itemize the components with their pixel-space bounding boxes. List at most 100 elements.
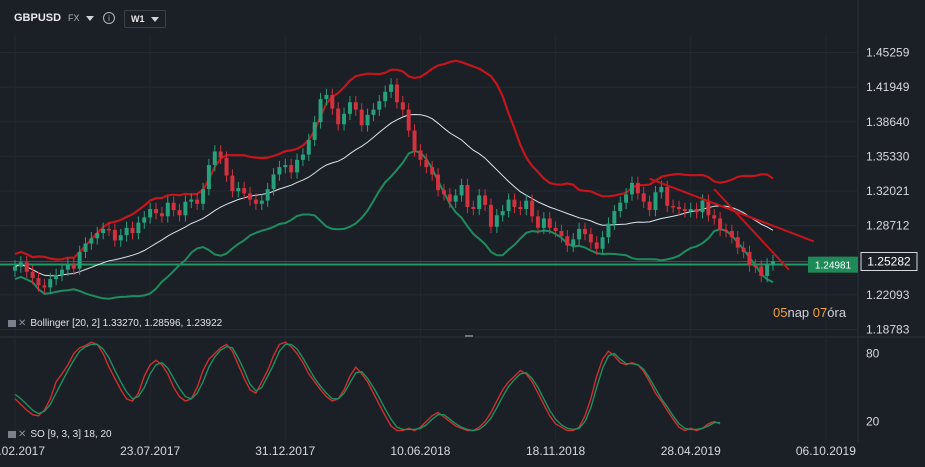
candle-body — [459, 184, 464, 196]
candle-body — [424, 159, 429, 168]
bollinger-legend: ✕ Bollinger [20, 2] 1.33270, 1.28596, 1.… — [8, 318, 222, 329]
date-tick-label: 10.06.2018 — [390, 444, 450, 458]
candle-body — [735, 237, 740, 248]
candle-body — [706, 200, 711, 216]
date-tick-label: 23.07.2017 — [120, 444, 180, 458]
candle-body — [741, 247, 746, 252]
candle-body — [118, 235, 123, 241]
candle-body — [324, 94, 329, 100]
bollinger-middle-band — [14, 113, 774, 277]
chevron-down-icon — [85, 15, 94, 21]
candle-body — [506, 199, 511, 212]
info-icon[interactable]: i — [103, 12, 115, 24]
candle-body — [165, 202, 170, 217]
candle-body — [107, 228, 112, 231]
candle-body — [83, 243, 88, 252]
candle-body — [224, 157, 229, 176]
settings-icon[interactable] — [8, 431, 16, 438]
resize-handle[interactable] — [465, 335, 473, 337]
candle-body — [95, 233, 100, 239]
candle-body — [612, 211, 617, 224]
candle-body — [289, 165, 294, 173]
highlight-price-label: 1.24981 — [815, 261, 852, 272]
candle-body — [571, 239, 576, 246]
settings-icon[interactable] — [8, 320, 16, 327]
candle-body — [565, 236, 570, 246]
close-icon[interactable]: ✕ — [18, 429, 27, 440]
days-unit: nap — [787, 305, 810, 320]
candle-body — [130, 227, 135, 234]
trendline-lower — [713, 188, 790, 271]
candle-body — [606, 223, 611, 238]
candle-body — [512, 199, 517, 207]
hours-unit: óra — [827, 305, 847, 320]
candle-body — [671, 205, 676, 208]
candle-body — [36, 278, 41, 286]
candle-body — [718, 218, 723, 230]
bollinger-lower-band — [14, 149, 774, 300]
stochastic-line-k — [14, 341, 721, 432]
candle-body — [171, 202, 176, 211]
candle-body — [582, 228, 587, 235]
candle-body — [177, 210, 182, 216]
trendline-upper — [649, 177, 815, 243]
current-price-tag — [860, 252, 918, 272]
price-tick-label: 1.22093 — [866, 288, 910, 302]
candle-body — [347, 102, 352, 114]
candle-body — [295, 159, 300, 173]
candle-body — [265, 189, 270, 201]
price-tick-label: 1.28712 — [866, 219, 910, 233]
candle-body — [465, 184, 470, 207]
candle-body — [559, 230, 564, 237]
candle-body — [729, 230, 734, 238]
candle-body — [148, 209, 153, 218]
candle-body — [112, 229, 117, 241]
candle-body — [154, 209, 159, 214]
candle-body — [136, 222, 141, 234]
candle-body — [553, 227, 558, 231]
candle-body — [342, 113, 347, 125]
bollinger-params: [20, 2] 1.33270, 1.28596, 1.23922 — [72, 318, 223, 329]
candle-body — [253, 199, 258, 204]
market-selector[interactable]: FX — [68, 9, 94, 27]
candle-body — [641, 193, 646, 202]
hours-value: 07 — [812, 305, 828, 320]
current-price-label: 1.25282 — [867, 255, 911, 269]
candle-body — [618, 202, 623, 212]
timeframe-selector[interactable]: W1 — [124, 10, 166, 28]
candle-body — [65, 264, 70, 270]
days-value: 05 — [773, 305, 788, 320]
candle-body — [195, 199, 200, 204]
candle-body — [483, 195, 488, 205]
candle-body — [406, 109, 411, 131]
timeframe-label: W1 — [131, 14, 145, 24]
candle-body — [594, 242, 599, 249]
date-tick-label: 31.12.2017 — [255, 444, 315, 458]
candle-body — [71, 264, 76, 269]
candle-body — [412, 130, 417, 151]
candle-body — [635, 182, 640, 194]
date-tick-label: 12.02.2017 — [0, 444, 45, 458]
candle-body — [694, 209, 699, 213]
price-tick-label: 1.38640 — [866, 115, 910, 129]
candle-body — [212, 151, 217, 166]
so-label: SO — [30, 429, 45, 440]
candle-body — [42, 285, 47, 288]
stochastic-line-d — [14, 343, 721, 432]
candle-body — [271, 174, 276, 190]
candle-body — [142, 217, 147, 223]
close-icon[interactable]: ✕ — [18, 318, 27, 329]
price-tick-label: 1.45259 — [866, 46, 910, 60]
oscillator-tick-label: 80 — [866, 347, 880, 361]
oscillator-tick-label: 20 — [866, 415, 880, 429]
candle-body — [124, 227, 129, 236]
candle-body — [306, 139, 311, 155]
candle-body — [30, 271, 35, 279]
symbol-selector[interactable]: GBPUSD — [14, 9, 61, 27]
candle-body — [688, 209, 693, 212]
candle-body — [747, 251, 752, 266]
candle-body — [371, 109, 376, 115]
highlight-price-tag — [808, 256, 858, 273]
candle-body — [13, 266, 17, 271]
